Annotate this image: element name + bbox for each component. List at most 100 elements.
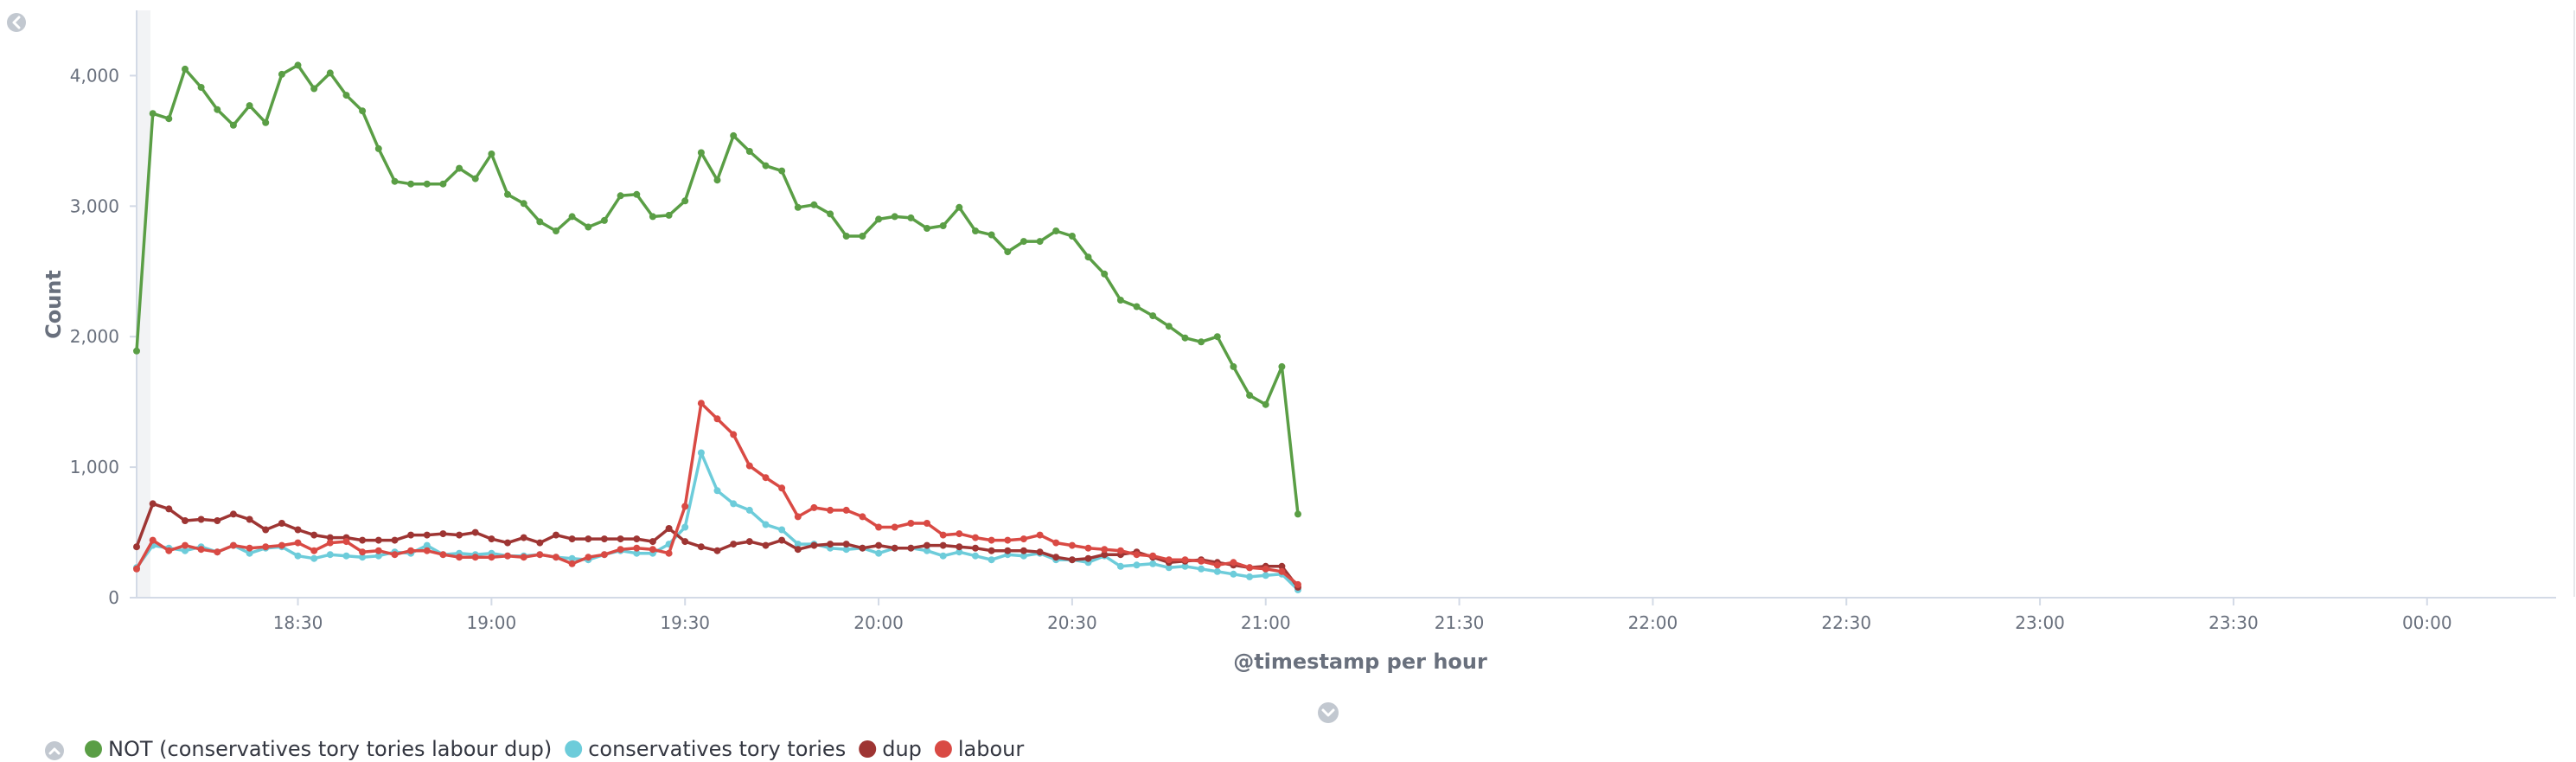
data-point[interactable] <box>762 541 770 549</box>
data-point[interactable] <box>585 554 592 561</box>
legend-toggle-icon[interactable] <box>45 741 64 760</box>
data-point[interactable] <box>568 213 576 221</box>
data-point[interactable] <box>1294 510 1301 518</box>
data-point[interactable] <box>439 180 447 188</box>
data-point[interactable] <box>133 565 140 573</box>
data-point[interactable] <box>229 510 237 518</box>
data-point[interactable] <box>1020 238 1027 246</box>
data-point[interactable] <box>197 84 205 91</box>
data-point[interactable] <box>182 517 189 524</box>
chevron-down-icon[interactable] <box>1318 702 1339 723</box>
data-point[interactable] <box>1004 248 1012 256</box>
data-point[interactable] <box>730 131 738 139</box>
data-point[interactable] <box>907 520 915 527</box>
data-point[interactable] <box>1068 233 1076 240</box>
data-point[interactable] <box>488 554 495 561</box>
data-point[interactable] <box>1052 539 1060 547</box>
data-point[interactable] <box>633 549 641 557</box>
data-point[interactable] <box>585 223 592 231</box>
data-point[interactable] <box>665 211 673 219</box>
data-point[interactable] <box>488 150 495 157</box>
data-point[interactable] <box>956 548 963 556</box>
data-point[interactable] <box>1101 551 1109 559</box>
data-point[interactable] <box>214 517 221 524</box>
data-point[interactable] <box>988 556 995 564</box>
data-point[interactable] <box>730 431 738 439</box>
data-point[interactable] <box>471 554 479 561</box>
data-point[interactable] <box>1198 557 1205 565</box>
data-point[interactable] <box>504 190 511 198</box>
data-point[interactable] <box>617 535 624 543</box>
data-point[interactable] <box>262 543 270 551</box>
data-point[interactable] <box>665 525 673 532</box>
data-point[interactable] <box>1020 552 1027 560</box>
data-point[interactable] <box>1004 547 1012 554</box>
data-point[interactable] <box>600 216 608 224</box>
data-point[interactable] <box>1101 270 1109 278</box>
data-point[interactable] <box>1198 338 1205 346</box>
data-point[interactable] <box>633 535 641 543</box>
data-point[interactable] <box>745 538 753 546</box>
data-point[interactable] <box>423 541 431 549</box>
data-point[interactable] <box>617 546 624 554</box>
data-point[interactable] <box>1116 297 1124 304</box>
data-point[interactable] <box>553 227 559 234</box>
data-point[interactable] <box>359 107 367 115</box>
data-point[interactable] <box>891 213 898 221</box>
data-point[interactable] <box>439 530 447 538</box>
data-point[interactable] <box>1036 531 1044 539</box>
data-point[interactable] <box>391 536 399 544</box>
data-point[interactable] <box>697 400 705 407</box>
data-point[interactable] <box>407 547 415 554</box>
data-point[interactable] <box>585 535 592 543</box>
data-point[interactable] <box>149 500 157 508</box>
data-point[interactable] <box>504 539 511 547</box>
data-point[interactable] <box>1133 551 1141 559</box>
data-point[interactable] <box>859 513 866 521</box>
data-point[interactable] <box>956 530 963 538</box>
data-point[interactable] <box>1149 552 1157 560</box>
data-point[interactable] <box>924 225 930 232</box>
data-point[interactable] <box>246 544 253 552</box>
data-point[interactable] <box>165 505 173 513</box>
data-point[interactable] <box>326 534 334 541</box>
data-point[interactable] <box>972 534 979 541</box>
data-point[interactable] <box>1116 547 1124 554</box>
data-point[interactable] <box>553 531 559 539</box>
data-point[interactable] <box>278 70 285 78</box>
data-point[interactable] <box>262 526 270 534</box>
data-point[interactable] <box>713 176 721 184</box>
data-point[interactable] <box>827 506 834 514</box>
data-point[interactable] <box>875 215 883 223</box>
data-point[interactable] <box>568 560 576 567</box>
data-point[interactable] <box>165 547 173 554</box>
data-point[interactable] <box>681 523 689 531</box>
data-point[interactable] <box>326 539 334 547</box>
data-point[interactable] <box>246 515 253 523</box>
data-point[interactable] <box>1149 312 1157 320</box>
data-point[interactable] <box>1213 567 1221 575</box>
data-point[interactable] <box>762 474 770 482</box>
data-point[interactable] <box>536 539 544 547</box>
data-point[interactable] <box>182 541 189 549</box>
legend-item[interactable]: dup <box>859 737 922 761</box>
data-point[interactable] <box>359 536 367 544</box>
data-point[interactable] <box>133 543 140 551</box>
data-point[interactable] <box>810 503 818 511</box>
data-point[interactable] <box>165 115 173 123</box>
data-point[interactable] <box>423 547 431 554</box>
data-point[interactable] <box>1213 561 1221 569</box>
data-point[interactable] <box>649 538 656 546</box>
data-point[interactable] <box>859 233 866 240</box>
data-point[interactable] <box>1116 562 1124 570</box>
data-point[interactable] <box>229 541 237 549</box>
data-point[interactable] <box>681 503 689 510</box>
data-point[interactable] <box>794 203 802 211</box>
data-point[interactable] <box>471 528 479 536</box>
data-point[interactable] <box>875 549 883 557</box>
data-point[interactable] <box>972 552 979 560</box>
data-point[interactable] <box>1181 562 1189 570</box>
data-point[interactable] <box>875 523 883 531</box>
data-point[interactable] <box>1246 564 1254 572</box>
data-point[interactable] <box>310 554 318 562</box>
